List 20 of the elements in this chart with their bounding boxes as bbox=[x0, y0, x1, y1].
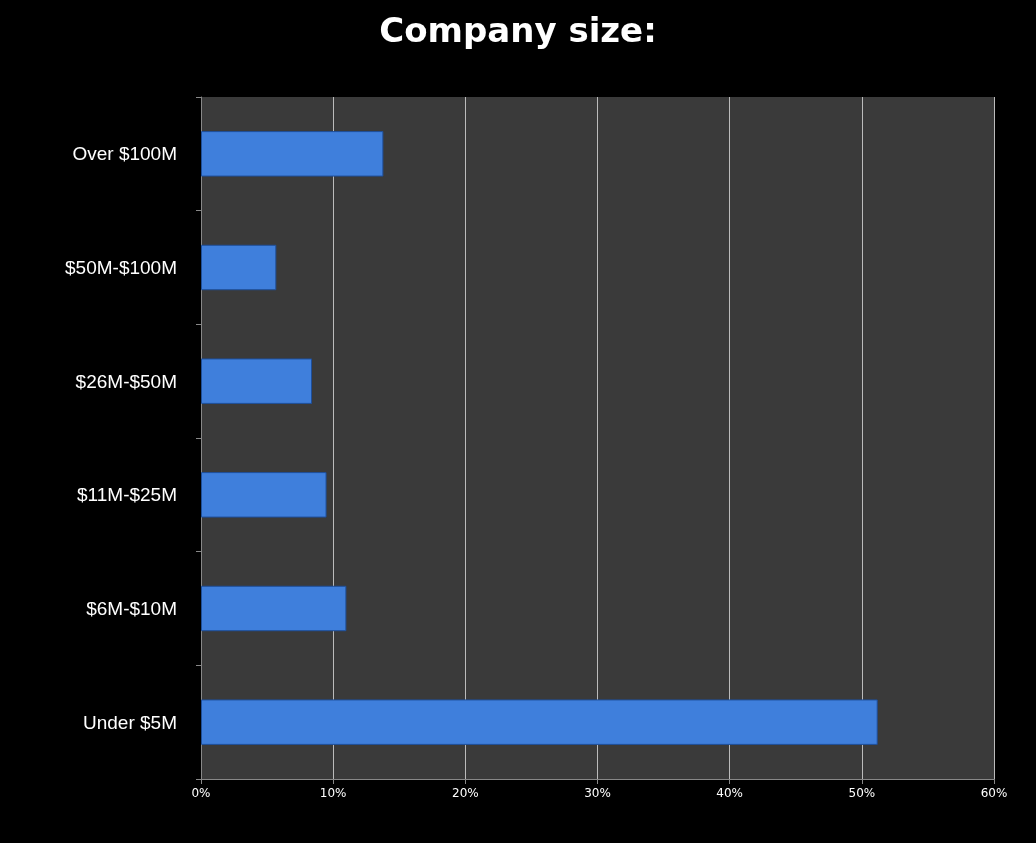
x-tick-label: 60% bbox=[980, 786, 1008, 800]
bar bbox=[201, 699, 878, 745]
x-tick-label: 30% bbox=[584, 786, 611, 800]
x-tick-label: 50% bbox=[848, 786, 876, 800]
bar bbox=[201, 358, 313, 404]
y-tick-label: $11M-$25M bbox=[77, 484, 177, 506]
x-tick-label: 20% bbox=[452, 786, 479, 800]
chart-title: Company size: bbox=[379, 10, 657, 50]
bar bbox=[201, 131, 384, 177]
y-tick-label: Under $5M bbox=[83, 711, 177, 733]
y-tick-label: $26M-$50M bbox=[75, 370, 177, 392]
bar bbox=[201, 472, 327, 518]
x-tick-label: 40% bbox=[716, 786, 743, 800]
y-tick-label: Over $100M bbox=[72, 143, 177, 165]
bar bbox=[201, 244, 277, 291]
x-tick-label: 10% bbox=[319, 786, 347, 800]
y-tick-label: $50M-$100M bbox=[65, 257, 177, 278]
y-tick-label: $6M-$10M bbox=[86, 598, 177, 619]
bar bbox=[201, 585, 347, 632]
x-tick-label: 0% bbox=[191, 786, 211, 800]
